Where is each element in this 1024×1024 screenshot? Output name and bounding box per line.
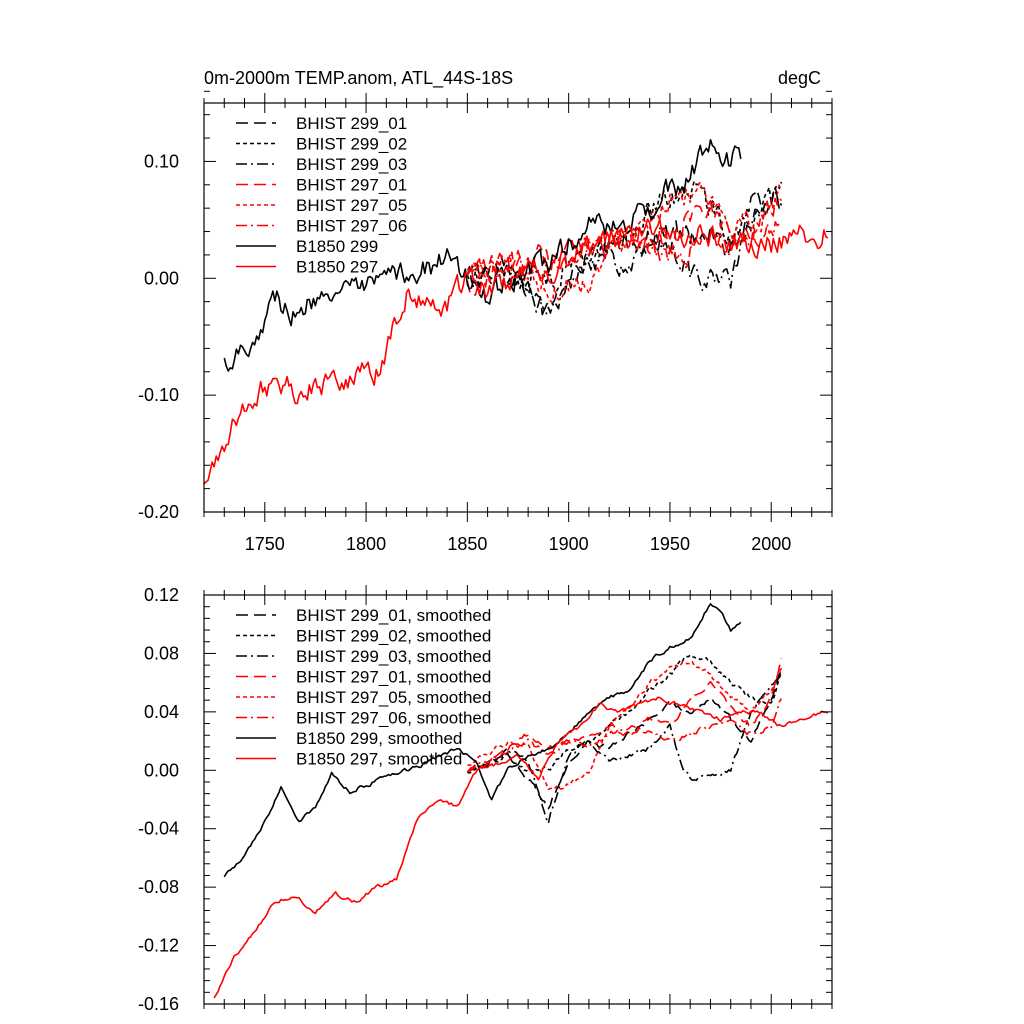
panel-title: 0m-2000m TEMP.anom, ATL_44S-18S [204, 68, 513, 89]
y-tick-label: 0.10 [144, 151, 179, 171]
series-group [204, 139, 829, 485]
y-tick-label: 0.00 [144, 268, 179, 288]
y-tick-label: 0.00 [144, 760, 179, 780]
y-tick-label: 0.04 [144, 702, 179, 722]
series-line-4 [466, 658, 783, 773]
legend-label-6: BHIST 297_06 [296, 217, 407, 236]
top-chart-panel: 1750 1800 1850 1900 1950 2000 -0.20 -0.10 0.00 0.… [138, 90, 833, 554]
series-line-1 [466, 670, 783, 810]
y-tick-label: -0.08 [138, 877, 179, 897]
plot-frame [203, 102, 833, 513]
plot-frame [203, 594, 833, 1005]
legend-label-5: BHIST 297_05, smoothed [296, 688, 491, 707]
x-tick-label: 1750 [245, 534, 285, 554]
series-line-3 [466, 675, 782, 825]
series-line-6 [466, 221, 782, 280]
series-line-7 [223, 139, 742, 372]
y-tick-label: -0.20 [138, 502, 179, 522]
series-line-8 [213, 696, 829, 999]
legend-label-1: BHIST 299_01 [296, 114, 407, 133]
series-line-5 [467, 660, 783, 791]
legend-label-7: B1850 299, smoothed [296, 729, 462, 748]
y-tick-label: 0.08 [144, 643, 179, 663]
y-tick-label: -0.04 [138, 819, 179, 839]
y-tick-label: -0.12 [138, 936, 179, 956]
series-group [213, 603, 829, 999]
bottom-chart-panel: -0.16 -0.12 -0.08 -0.04 0.00 0.04 0.08 0.12 BHIS… [138, 585, 833, 1014]
panel-units: degC [778, 68, 821, 88]
legend-label-3: BHIST 299_03, smoothed [296, 647, 491, 666]
legend-label-6: BHIST 297_06, smoothed [296, 709, 491, 728]
y-tick-label: 0.12 [144, 585, 179, 605]
legend-label-4: BHIST 297_01, smoothed [296, 668, 491, 687]
x-tick-label: 1950 [650, 534, 690, 554]
legend-label-4: BHIST 297_01 [296, 176, 407, 195]
legend-label-2: BHIST 299_02 [296, 135, 407, 154]
legend-label-7: B1850 299 [296, 237, 378, 256]
series-line-5 [466, 181, 782, 304]
x-tick-label: 1850 [447, 534, 487, 554]
series-line-2 [467, 654, 783, 774]
y-tick-label: -0.10 [138, 385, 179, 405]
series-line-6 [466, 698, 783, 773]
legend-label-5: BHIST 297_05 [296, 196, 407, 215]
x-tick-label: 1800 [346, 534, 386, 554]
legend-label-3: BHIST 299_03 [296, 155, 407, 174]
legend-label-8: B1850 297, smoothed [296, 750, 462, 769]
legend-label-8: B1850 297 [296, 258, 378, 277]
series-line-3 [466, 190, 783, 316]
y-tick-label: -0.16 [138, 994, 179, 1014]
x-tick-label: 2000 [751, 534, 791, 554]
legend-label-1: BHIST 299_01, smoothed [296, 606, 491, 625]
series-line-8 [204, 218, 829, 485]
chart-legend: BHIST 299_01, smoothed BHIST 299_02, smoo… [236, 606, 491, 769]
series-line-7 [223, 603, 742, 878]
x-tick-label: 1900 [549, 534, 589, 554]
legend-label-2: BHIST 299_02, smoothed [296, 627, 491, 646]
